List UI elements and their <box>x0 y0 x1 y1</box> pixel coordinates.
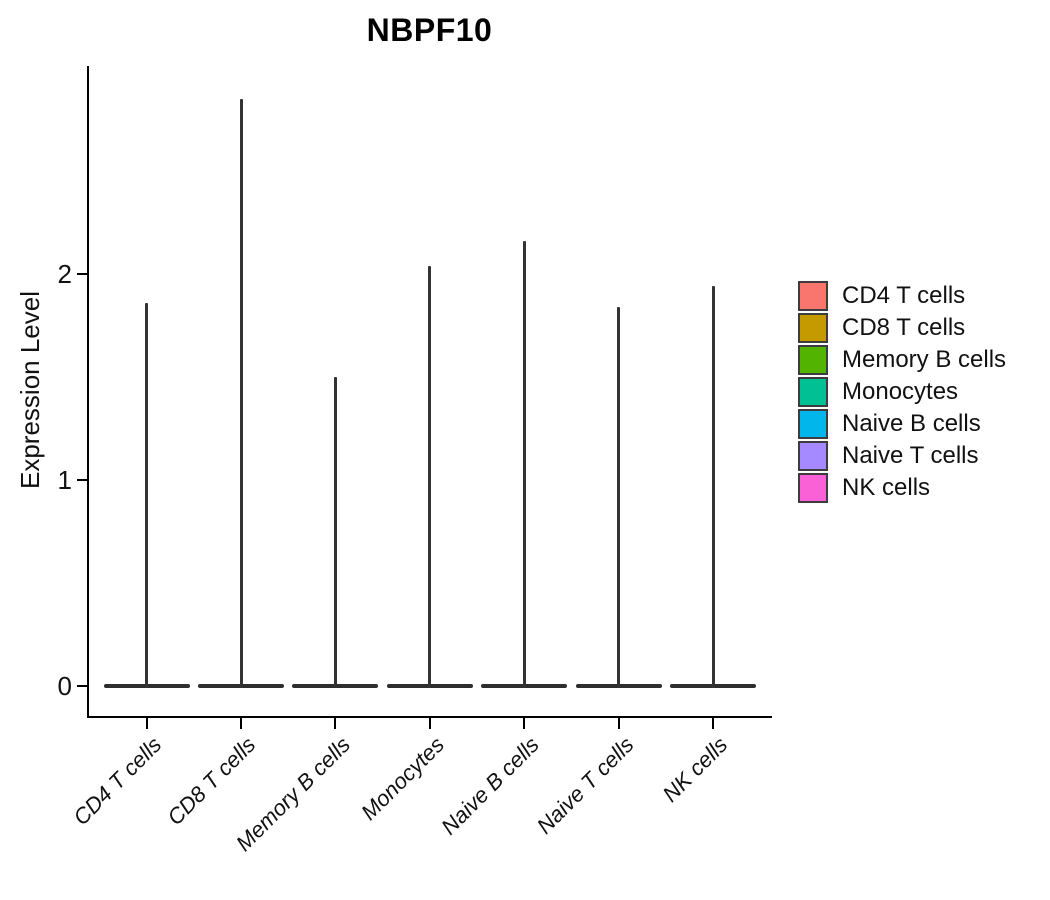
legend-entry-label: Monocytes <box>842 378 959 405</box>
y-tick-label: 1 <box>57 465 72 495</box>
legend-key-swatch <box>798 441 828 471</box>
y-tick-mark <box>77 273 88 275</box>
violin-spike <box>333 377 337 688</box>
legend-key-swatch <box>798 409 828 439</box>
legend-entry-naive-t-cells: Naive T cells <box>798 441 1006 471</box>
legend-entry-naive-b-cells: Naive B cells <box>798 409 1006 439</box>
legend-entry-label: Memory B cells <box>842 346 1007 373</box>
violin-spike <box>522 241 526 688</box>
x-tick-mark <box>240 718 242 729</box>
x-tick-label-nk-cells: NK cells <box>495 732 733 807</box>
violin-spike <box>428 265 432 688</box>
legend-entry-label: CD4 T cells <box>842 282 966 309</box>
violin-spike <box>617 306 621 688</box>
violin-spike <box>239 98 243 688</box>
legend-entry-label: Naive T cells <box>842 442 979 469</box>
y-tick-mark <box>77 479 88 481</box>
y-tick-mark <box>77 685 88 687</box>
y-axis-line <box>87 66 89 718</box>
legend-entry-cd4-t-cells: CD4 T cells <box>798 281 1006 311</box>
x-tick-mark <box>712 718 714 729</box>
legend-entry-memory-b-cells: Memory B cells <box>798 345 1006 375</box>
x-tick-mark <box>334 718 337 729</box>
legend-key-swatch <box>798 345 828 375</box>
legend-entry-cd8-t-cells: CD8 T cells <box>798 313 1006 343</box>
legend-entry-label: CD8 T cells <box>842 314 966 341</box>
violin-spike <box>145 302 149 688</box>
x-axis-line <box>87 716 772 718</box>
x-tick-mark <box>428 718 431 729</box>
legend-key-swatch <box>798 313 828 343</box>
legend-entry-monocytes: Monocytes <box>798 377 1006 407</box>
legend-entry-label: Naive B cells <box>842 410 981 437</box>
x-tick-mark <box>523 718 526 729</box>
y-tick-label: 2 <box>57 259 72 289</box>
legend-key-swatch <box>798 473 828 503</box>
legend-entry-nk-cells: NK cells <box>798 473 1006 503</box>
chart-title: NBPF10 <box>366 12 493 48</box>
x-tick-mark <box>617 718 620 729</box>
legend: CD4 T cells CD8 T cells Memory B cells Mono… <box>798 281 1006 503</box>
x-tick-mark <box>145 718 148 729</box>
legend-entry-label: NK cells <box>842 474 931 501</box>
legend-key-swatch <box>798 377 828 407</box>
y-tick-label: 0 <box>57 671 72 701</box>
legend-key-swatch <box>798 281 828 311</box>
x-tick-label-text: NK cells <box>657 732 733 807</box>
violin-spike <box>711 286 715 688</box>
